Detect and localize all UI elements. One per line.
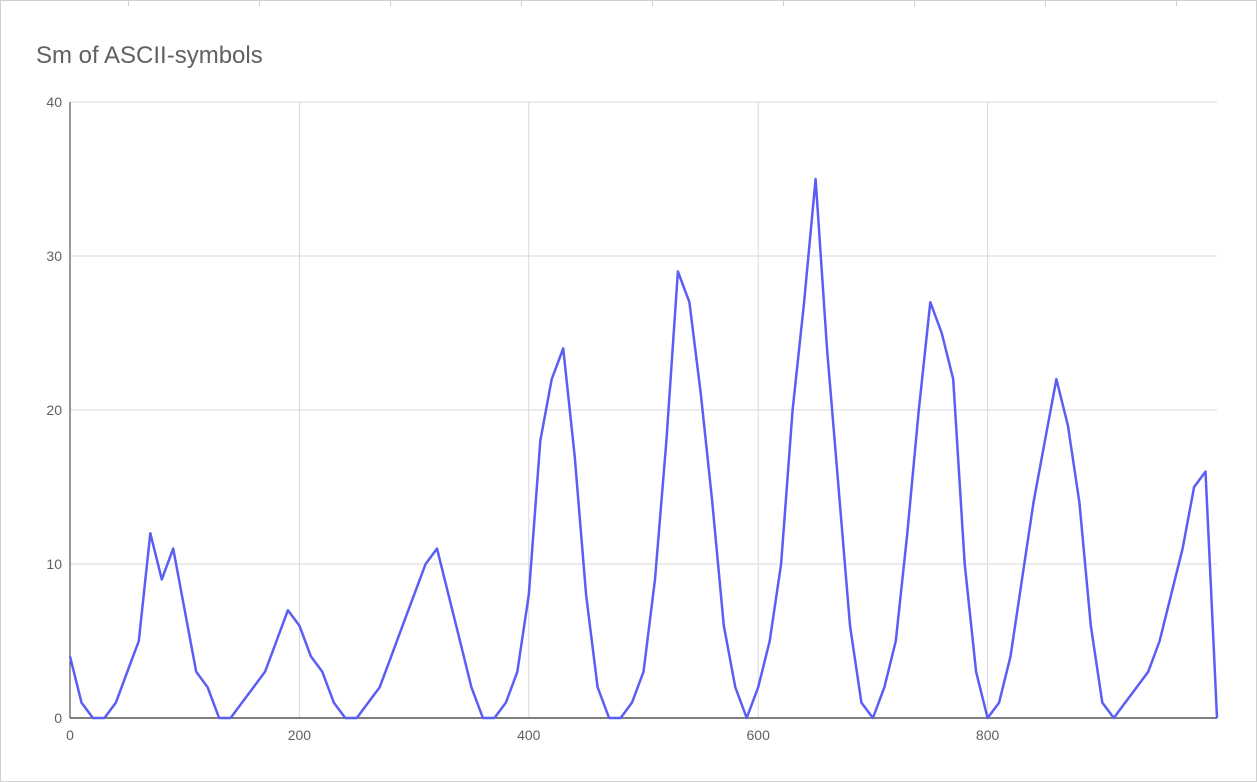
top-strip-tick	[914, 0, 915, 6]
grid-lines	[70, 101, 1217, 718]
y-tick-label: 40	[46, 94, 62, 110]
top-strip-tick	[128, 0, 129, 6]
top-strip-tick	[521, 0, 522, 6]
chart-title: Sm of ASCII-symbols	[36, 42, 263, 69]
x-tick-label: 600	[747, 727, 771, 743]
axes	[69, 102, 1217, 719]
top-strip-tick	[1045, 0, 1046, 6]
top-strip-tick	[783, 0, 784, 6]
y-tick-label: 30	[46, 248, 62, 264]
top-border-strip	[0, 0, 1257, 6]
x-tick-label: 800	[976, 727, 1000, 743]
top-strip-tick	[390, 0, 391, 6]
series-line	[68, 177, 1219, 720]
x-tick-label: 400	[517, 727, 541, 743]
series-group	[68, 177, 1219, 720]
x-tick-label: 200	[288, 727, 312, 743]
y-tick-label: 0	[54, 710, 62, 726]
x-tick-label: 0	[66, 727, 74, 743]
top-strip-tick	[1176, 0, 1177, 6]
top-strip-tick	[259, 0, 260, 6]
y-tick-label: 20	[46, 402, 62, 418]
y-tick-label: 10	[46, 556, 62, 572]
top-strip-tick	[652, 0, 653, 6]
